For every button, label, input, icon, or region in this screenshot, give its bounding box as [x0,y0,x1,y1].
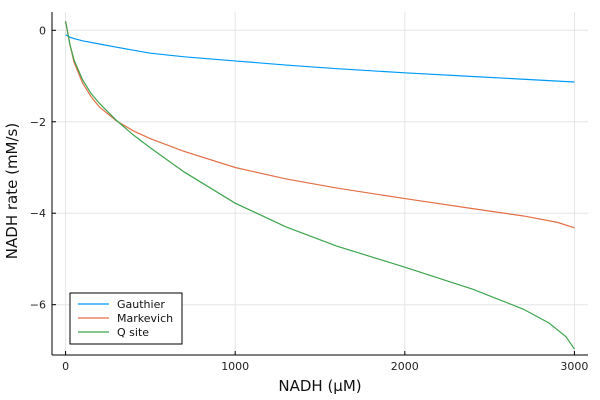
axes [51,12,588,356]
y-tick-label: −2 [30,116,46,129]
y-tick-label: −6 [30,299,46,312]
grid [52,12,588,355]
x-tick-label: 1000 [221,360,249,373]
series-line-markevich [64,21,575,229]
series-line-q-site [64,21,575,350]
legend-entry-markevich: Markevich [117,312,173,325]
series-group [64,21,575,350]
y-tick-label: −4 [30,207,46,220]
series-line-gauthier [65,34,575,83]
legend-entry-gauthier: Gauthier [117,298,165,311]
x-tick-label: 2000 [391,360,419,373]
y-tick-label: 0 [39,24,46,37]
x-axis-label: NADH (μM) [278,377,361,395]
legend: Gauthier Markevich Q site [69,292,183,345]
ticks: 0 1000 2000 3000 0 −2 −4 −6 [30,24,589,373]
legend-entry-q-site: Q site [117,326,149,339]
x-tick-label: 0 [62,360,69,373]
y-axis-label: NADH rate (mM/s) [3,123,21,259]
x-tick-label: 3000 [560,360,588,373]
